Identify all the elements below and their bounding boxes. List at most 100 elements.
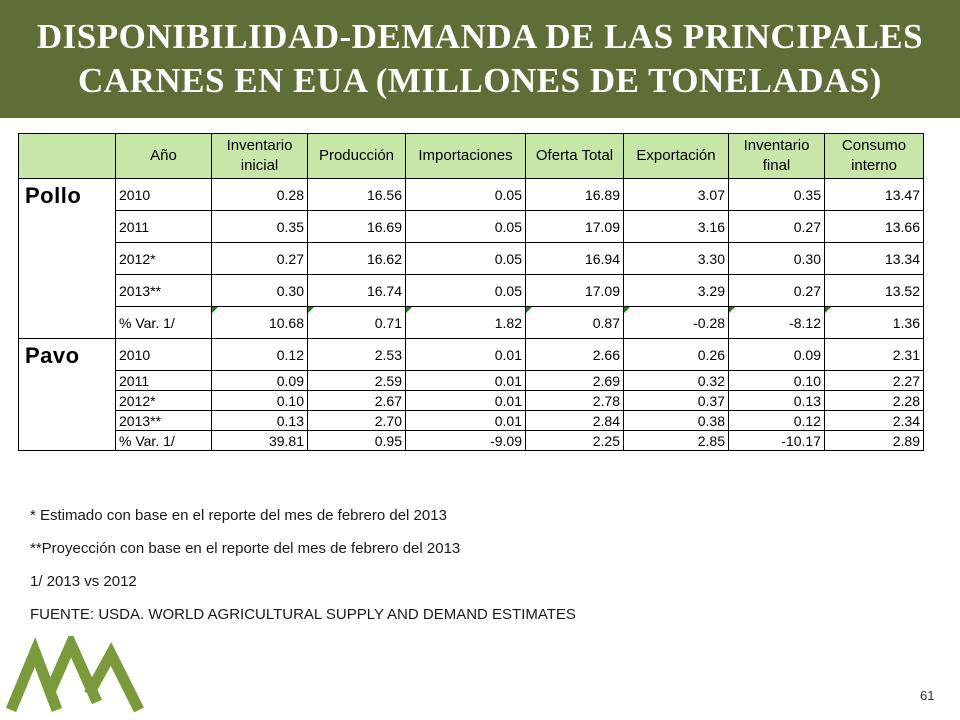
- value-cell: 0.09: [211, 370, 308, 391]
- year-cell: 2013**: [115, 274, 212, 307]
- value-cell: 13.66: [824, 210, 924, 243]
- supply-demand-table: Año Inventario inicial Producción Import…: [18, 133, 924, 451]
- page-number: 61: [920, 688, 935, 703]
- value-cell: 0.09: [728, 338, 825, 371]
- header-cell: Oferta Total: [525, 133, 624, 179]
- value-cell: 0.12: [211, 338, 308, 371]
- year-cell: 2011: [115, 210, 212, 243]
- value-cell: 0.01: [405, 410, 526, 431]
- value-cell: 2.27: [824, 370, 924, 391]
- value-cell: 2.85: [623, 430, 729, 451]
- value-cell: 2.59: [307, 370, 406, 391]
- value-cell: 2.78: [525, 390, 624, 411]
- header-cell: Inventario final: [728, 133, 825, 179]
- value-cell: 0.05: [405, 178, 526, 211]
- value-cell: 0.87: [525, 306, 624, 339]
- title-line-2: CARNES EN EUA (MILLONES DE TONELADAS): [78, 61, 882, 100]
- table-row: 2012* 0.27 16.62 0.05 16.94 3.30 0.30 13.34: [19, 242, 924, 275]
- value-cell: 0.10: [211, 390, 308, 411]
- year-cell: % Var. 1/: [115, 306, 212, 339]
- value-cell: 0.27: [728, 210, 825, 243]
- value-cell: 0.01: [405, 370, 526, 391]
- value-cell: 0.71: [307, 306, 406, 339]
- organization-logo: [5, 630, 145, 719]
- value-cell: 2.66: [525, 338, 624, 371]
- header-cell: Año: [115, 133, 212, 179]
- value-cell: 0.30: [728, 242, 825, 275]
- value-cell: 0.35: [728, 178, 825, 211]
- value-cell: 2.70: [307, 410, 406, 431]
- header-cell: Inventario inicial: [211, 133, 308, 179]
- table-header-row: Año Inventario inicial Producción Import…: [18, 133, 924, 179]
- value-cell: 0.13: [211, 410, 308, 431]
- table-body: Pollo 2010 0.28 16.56 0.05 16.89 3.07 0.35 13.47…: [18, 178, 924, 451]
- value-cell: 0.13: [728, 390, 825, 411]
- value-cell: 2.53: [307, 338, 406, 371]
- value-cell: -9.09: [405, 430, 526, 451]
- value-cell: 0.05: [405, 242, 526, 275]
- value-cell: 0.30: [211, 274, 308, 307]
- value-cell: 1.82: [405, 306, 526, 339]
- value-cell: -8.12: [728, 306, 825, 339]
- value-cell: 0.38: [623, 410, 729, 431]
- value-cell: 16.62: [307, 242, 406, 275]
- value-cell: 16.56: [307, 178, 406, 211]
- header-cell: Exportación: [623, 133, 729, 179]
- value-cell: 0.28: [211, 178, 308, 211]
- page-title: DISPONIBILIDAD-DEMANDA DE LAS PRINCIPALE…: [37, 15, 923, 103]
- year-cell: 2010: [115, 178, 212, 211]
- table-row: 2011 0.09 2.59 0.01 2.69 0.32 0.10 2.27: [19, 370, 924, 391]
- value-cell: 2.89: [824, 430, 924, 451]
- footnotes: * Estimado con base en el reporte del me…: [30, 506, 576, 638]
- group-label: Pavo: [18, 338, 116, 451]
- title-bar: DISPONIBILIDAD-DEMANDA DE LAS PRINCIPALE…: [0, 0, 960, 118]
- table-row: 2013** 0.30 16.74 0.05 17.09 3.29 0.27 13.52: [19, 274, 924, 307]
- table-row: 2012* 0.10 2.67 0.01 2.78 0.37 0.13 2.28: [19, 390, 924, 411]
- value-cell: 17.09: [525, 210, 624, 243]
- value-cell: 2.31: [824, 338, 924, 371]
- footnote: **Proyección con base en el reporte del …: [30, 540, 461, 557]
- value-cell: 2.84: [525, 410, 624, 431]
- table-row: % Var. 1/10.68 0.71 1.82 0.87 -0.28 -8.12 1.36: [19, 306, 924, 339]
- value-cell: -10.17: [728, 430, 825, 451]
- year-cell: 2012*: [115, 242, 212, 275]
- footnote: 1/ 2013 vs 2012: [30, 573, 137, 590]
- value-cell: 3.07: [623, 178, 729, 211]
- title-line-1: DISPONIBILIDAD-DEMANDA DE LAS PRINCIPALE…: [36, 17, 924, 56]
- triple-peak-logo-icon: [5, 630, 144, 713]
- footnote: * Estimado con base en el reporte del me…: [30, 507, 447, 524]
- table-row: 2013** 0.13 2.70 0.01 2.84 0.38 0.12 2.34: [19, 410, 924, 431]
- value-cell: 2.25: [525, 430, 624, 451]
- table-row: Pollo 2010 0.28 16.56 0.05 16.89 3.07 0.35 13.47: [18, 178, 924, 339]
- value-cell: 13.34: [824, 242, 924, 275]
- value-cell: 13.52: [824, 274, 924, 307]
- table-row: Pavo 2010 0.12 2.53 0.01 2.66 0.26 0.09 2.31: [18, 338, 924, 451]
- year-cell: 2011: [115, 370, 212, 391]
- year-cell: % Var. 1/: [115, 430, 212, 451]
- year-cell: 2010: [115, 338, 212, 371]
- value-cell: 3.29: [623, 274, 729, 307]
- value-cell: 17.09: [525, 274, 624, 307]
- value-cell: 39.81: [211, 430, 308, 451]
- table-row: 2011 0.35 16.69 0.05 17.09 3.16 0.27 13.66: [19, 210, 924, 243]
- value-cell: 3.16: [623, 210, 729, 243]
- data-table-wrapper: Año Inventario inicial Producción Import…: [18, 133, 924, 451]
- value-cell: 0.26: [623, 338, 729, 371]
- value-cell: 0.05: [405, 274, 526, 307]
- value-cell: 0.32: [623, 370, 729, 391]
- value-cell: 0.95: [307, 430, 406, 451]
- value-cell: 10.68: [211, 306, 308, 339]
- value-cell: 2.34: [824, 410, 924, 431]
- value-cell: 0.10: [728, 370, 825, 391]
- year-cell: 2012*: [115, 390, 212, 411]
- header-cell: [18, 133, 116, 179]
- footnote-source: FUENTE: USDA. WORLD AGRICULTURAL SUPPLY …: [30, 606, 576, 623]
- value-cell: 1.36: [824, 306, 924, 339]
- value-cell: 16.89: [525, 178, 624, 211]
- value-cell: 16.74: [307, 274, 406, 307]
- value-cell: 13.47: [824, 178, 924, 211]
- header-cell: Importaciones: [405, 133, 526, 179]
- value-cell: 0.37: [623, 390, 729, 411]
- value-cell: 3.30: [623, 242, 729, 275]
- header-cell: Consumo interno: [824, 133, 924, 179]
